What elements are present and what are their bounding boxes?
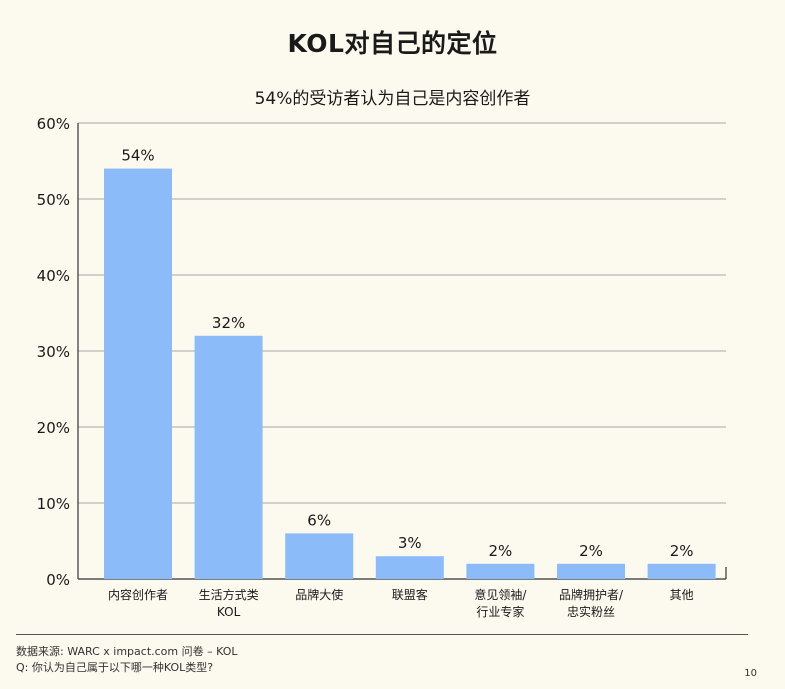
x-category-label: 品牌大使: [295, 587, 343, 602]
bar-chart: 0% 10% 20% 30% 40% 50% 60% 54% 内容创作者 32% 生活方式类 KOL 6…: [37, 115, 727, 619]
data-label: 6%: [307, 511, 331, 529]
data-label: 32%: [212, 314, 245, 332]
data-label: 2%: [489, 542, 513, 560]
bar: [285, 533, 354, 579]
bar: [557, 563, 625, 579]
x-category-label: 其他: [670, 588, 694, 602]
chart-subtitle: 54%的受访者认为自己是内容创作者: [254, 89, 531, 109]
x-category-label: 行业专家: [476, 604, 524, 619]
y-tick-label: 30%: [37, 343, 70, 361]
bar: [466, 563, 535, 579]
y-tick-label: 50%: [37, 191, 70, 209]
y-tick-label: 40%: [37, 267, 70, 285]
y-tick-label: 0%: [46, 571, 70, 589]
x-category-label: 联盟客: [392, 587, 428, 602]
chart-title: KOL对自己的定位: [287, 29, 498, 58]
x-category-label: 忠实粉丝: [567, 604, 615, 619]
data-label: 2%: [579, 542, 603, 560]
source-note: 数据来源: WARC x impact.com 问卷 – KOL Q: 你认为自…: [16, 644, 238, 676]
bar: [647, 563, 716, 579]
data-label: 2%: [670, 542, 694, 560]
x-category-label: 内容创作者: [108, 587, 168, 602]
bar: [375, 556, 444, 579]
x-category-label: 生活方式类: [199, 587, 259, 602]
bar: [104, 168, 172, 579]
page-number: 10: [744, 668, 757, 679]
data-label: 3%: [398, 534, 422, 552]
y-tick-label: 20%: [37, 419, 70, 437]
y-tick-label: 10%: [37, 495, 70, 513]
x-category-label: 品牌拥护者/: [559, 588, 624, 602]
data-label: 54%: [121, 147, 154, 165]
x-category-label: 意见领袖/: [474, 587, 527, 602]
x-category-label: KOL: [217, 605, 241, 619]
bar: [194, 335, 263, 579]
y-tick-label: 60%: [37, 115, 70, 133]
source-line: 数据来源: WARC x impact.com 问卷 – KOL: [16, 645, 238, 658]
footer-divider: [16, 634, 748, 635]
question-line: Q: 你认为自己属于以下哪一种KOL类型?: [16, 661, 214, 674]
